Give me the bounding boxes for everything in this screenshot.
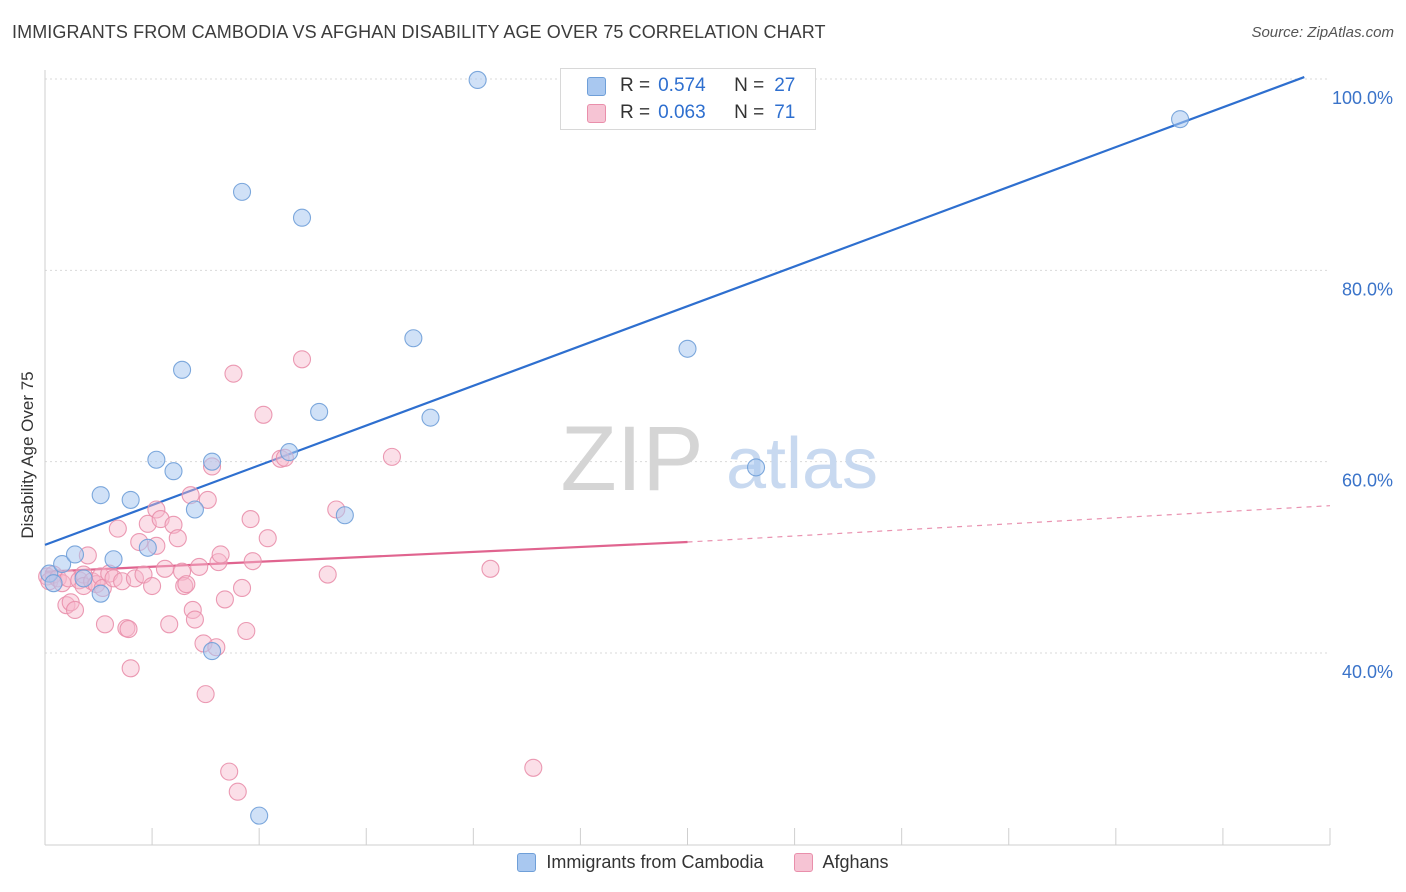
point-cambodia	[138, 538, 157, 557]
point-cambodia	[185, 500, 204, 519]
legend-top: R = 0.574 N = 27 R = 0.063 N = 71	[560, 68, 816, 130]
point-cambodia	[74, 569, 93, 588]
point-afghans	[168, 529, 187, 548]
point-afghans	[292, 350, 312, 369]
point-cambodia	[65, 545, 85, 564]
point-afghans	[243, 552, 262, 571]
point-afghans	[143, 576, 162, 596]
point-cambodia	[147, 450, 166, 469]
point-cambodia	[203, 642, 222, 661]
grid-layer	[45, 78, 1330, 654]
point-cambodia	[335, 506, 354, 525]
legend-n-label: N =	[734, 102, 765, 123]
legend-label-cambodia: Immigrants from Cambodia	[546, 852, 764, 872]
point-cambodia	[746, 458, 766, 477]
point-afghans	[125, 569, 144, 588]
legend-bottom: Immigrants from Cambodia Afghans	[0, 852, 1406, 873]
point-cambodia	[468, 70, 487, 90]
point-cambodia	[203, 452, 222, 471]
point-cambodia	[53, 554, 72, 574]
point-afghans	[258, 529, 277, 548]
legend-r-value: 0.574	[658, 75, 706, 96]
point-afghans	[95, 615, 115, 634]
watermark-zip: ZIP	[560, 408, 703, 510]
y-axis-label: Disability Age Over 75	[18, 371, 37, 538]
legend-item-afghans: Afghans	[793, 852, 889, 873]
points-layer	[38, 70, 1190, 825]
point-cambodia	[91, 486, 110, 505]
point-cambodia	[164, 462, 183, 481]
point-afghans	[318, 565, 337, 584]
point-afghans	[147, 500, 166, 519]
legend-row-afghans: R = 0.063 N = 71	[587, 102, 795, 124]
point-afghans	[382, 447, 402, 466]
point-afghans	[196, 685, 215, 704]
point-cambodia	[91, 584, 110, 603]
point-afghans	[160, 615, 179, 634]
trend-line-cambodia	[44, 76, 1305, 546]
point-afghans	[220, 762, 239, 781]
point-afghans	[65, 600, 85, 620]
trend-layer	[44, 76, 1331, 573]
legend-n-value: 27	[774, 75, 796, 96]
point-cambodia	[1171, 110, 1190, 129]
legend-swatch-blue	[517, 853, 537, 872]
point-afghans	[177, 575, 196, 594]
point-cambodia	[121, 490, 140, 509]
point-afghans	[185, 610, 204, 629]
point-afghans	[198, 490, 217, 509]
legend-r-label: R =	[620, 75, 651, 96]
legend-swatch-pink	[587, 103, 606, 123]
point-cambodia	[292, 208, 312, 227]
legend-n-label: N =	[734, 75, 765, 96]
point-afghans	[524, 758, 543, 777]
point-afghans	[228, 782, 247, 801]
legend-n-value: 71	[774, 102, 796, 123]
y-tick-label: 80.0%	[1342, 279, 1393, 299]
point-afghans	[481, 559, 500, 578]
point-cambodia	[678, 339, 697, 358]
point-cambodia	[310, 402, 329, 421]
point-cambodia	[44, 574, 63, 593]
point-cambodia	[232, 182, 252, 201]
legend-r-value: 0.063	[658, 102, 706, 123]
y-tick-label: 100.0%	[1332, 88, 1393, 108]
point-afghans	[108, 519, 127, 538]
point-cambodia	[104, 550, 123, 569]
y-tick-label: 60.0%	[1342, 471, 1393, 491]
chart-source: Source: ZipAtlas.com	[1251, 24, 1394, 41]
point-afghans	[119, 620, 138, 639]
legend-row-cambodia: R = 0.574 N = 27	[587, 75, 795, 97]
legend-swatch-blue	[587, 76, 606, 96]
legend-r-label: R =	[620, 102, 651, 123]
point-cambodia	[173, 360, 192, 379]
trend-line-afghans	[44, 540, 688, 573]
y-tick-label: 40.0%	[1342, 662, 1393, 682]
point-afghans	[155, 559, 174, 578]
point-afghans	[215, 590, 234, 609]
point-cambodia	[421, 408, 440, 427]
point-afghans	[232, 578, 252, 597]
point-afghans	[190, 557, 209, 576]
chart-title: IMMIGRANTS FROM CAMBODIA VS AFGHAN DISAB…	[12, 22, 826, 42]
point-afghans	[241, 510, 260, 529]
axis-layer: 40.0% 60.0% 80.0% 100.0%	[44, 70, 1393, 846]
point-afghans	[164, 515, 183, 534]
point-afghans	[237, 621, 256, 641]
point-afghans	[209, 553, 228, 572]
point-afghans	[211, 545, 230, 564]
point-cambodia	[404, 329, 423, 348]
scatter-chart: ZIP atlas 40.0% 60.0% 80.0% 100.0% Disabili…	[18, 70, 1393, 846]
watermark: ZIP atlas	[560, 408, 878, 510]
point-afghans	[121, 659, 140, 678]
trend-line-afghans-extension	[687, 505, 1331, 543]
point-cambodia	[280, 443, 299, 462]
point-cambodia	[250, 806, 269, 825]
legend-item-cambodia: Immigrants from Cambodia	[517, 852, 764, 873]
point-afghans	[254, 405, 273, 424]
legend-swatch-pink	[793, 853, 813, 872]
legend-label-afghans: Afghans	[822, 852, 889, 872]
point-afghans	[224, 364, 243, 383]
